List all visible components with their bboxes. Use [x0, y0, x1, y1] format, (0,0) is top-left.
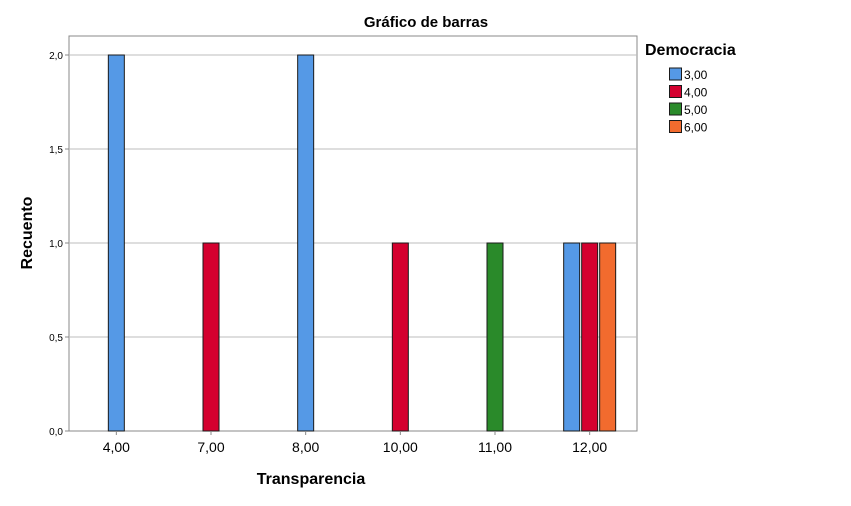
legend-item-label: 5,00: [684, 103, 708, 117]
x-tick-label: 4,00: [103, 439, 130, 455]
bar-12-00-series-4-00: [581, 242, 599, 432]
legend-swatch: [669, 67, 682, 81]
bar-11-00-series-5-00: [486, 242, 504, 432]
bar-10-00-series-4-00: [391, 242, 409, 432]
x-axis-label: Transparencia: [257, 471, 366, 488]
bar-7-00-series-4-00: [202, 242, 220, 432]
legend-item-label: 4,00: [684, 86, 708, 100]
x-tick-label: 11,00: [478, 439, 512, 455]
y-axis: 0,0 0,5 1,0 1,5 2,0: [49, 51, 69, 438]
x-tick-label: 10,00: [383, 439, 418, 455]
x-tick-label: 12,00: [572, 439, 607, 455]
plot-area: [68, 35, 638, 432]
y-tick-label: 1,5: [49, 145, 63, 156]
x-tick-label: 8,00: [292, 439, 319, 455]
bar-12-00-series-6-00: [599, 242, 617, 432]
gridlines: [69, 54, 637, 338]
legend-item-label: 6,00: [684, 121, 708, 135]
legend-swatch: [669, 102, 682, 116]
legend-swatch: [669, 85, 682, 98]
legend-swatch: [669, 120, 682, 133]
bars: [107, 54, 617, 432]
legend: Democracia 3,00 4,00 5,00 6,00: [645, 42, 736, 135]
y-tick-label: 2,0: [49, 51, 63, 62]
y-tick-label: 0,0: [49, 427, 63, 438]
bar-8-00-series-3-00: [297, 54, 315, 432]
bar-12-00-series-3-00: [563, 242, 581, 432]
legend-item-label: 3,00: [684, 68, 708, 82]
x-axis: 4,00 7,00 8,00 10,00 11,00 12,00: [103, 431, 607, 455]
y-axis-label: Recuento: [19, 196, 36, 269]
x-tick-label: 7,00: [197, 439, 224, 455]
y-tick-label: 0,5: [49, 333, 63, 344]
bar-4-00-series-3-00: [107, 54, 125, 432]
y-tick-label: 1,0: [49, 239, 63, 250]
chart-title: Gráfico de barras: [364, 14, 488, 31]
legend-title: Democracia: [645, 42, 736, 59]
